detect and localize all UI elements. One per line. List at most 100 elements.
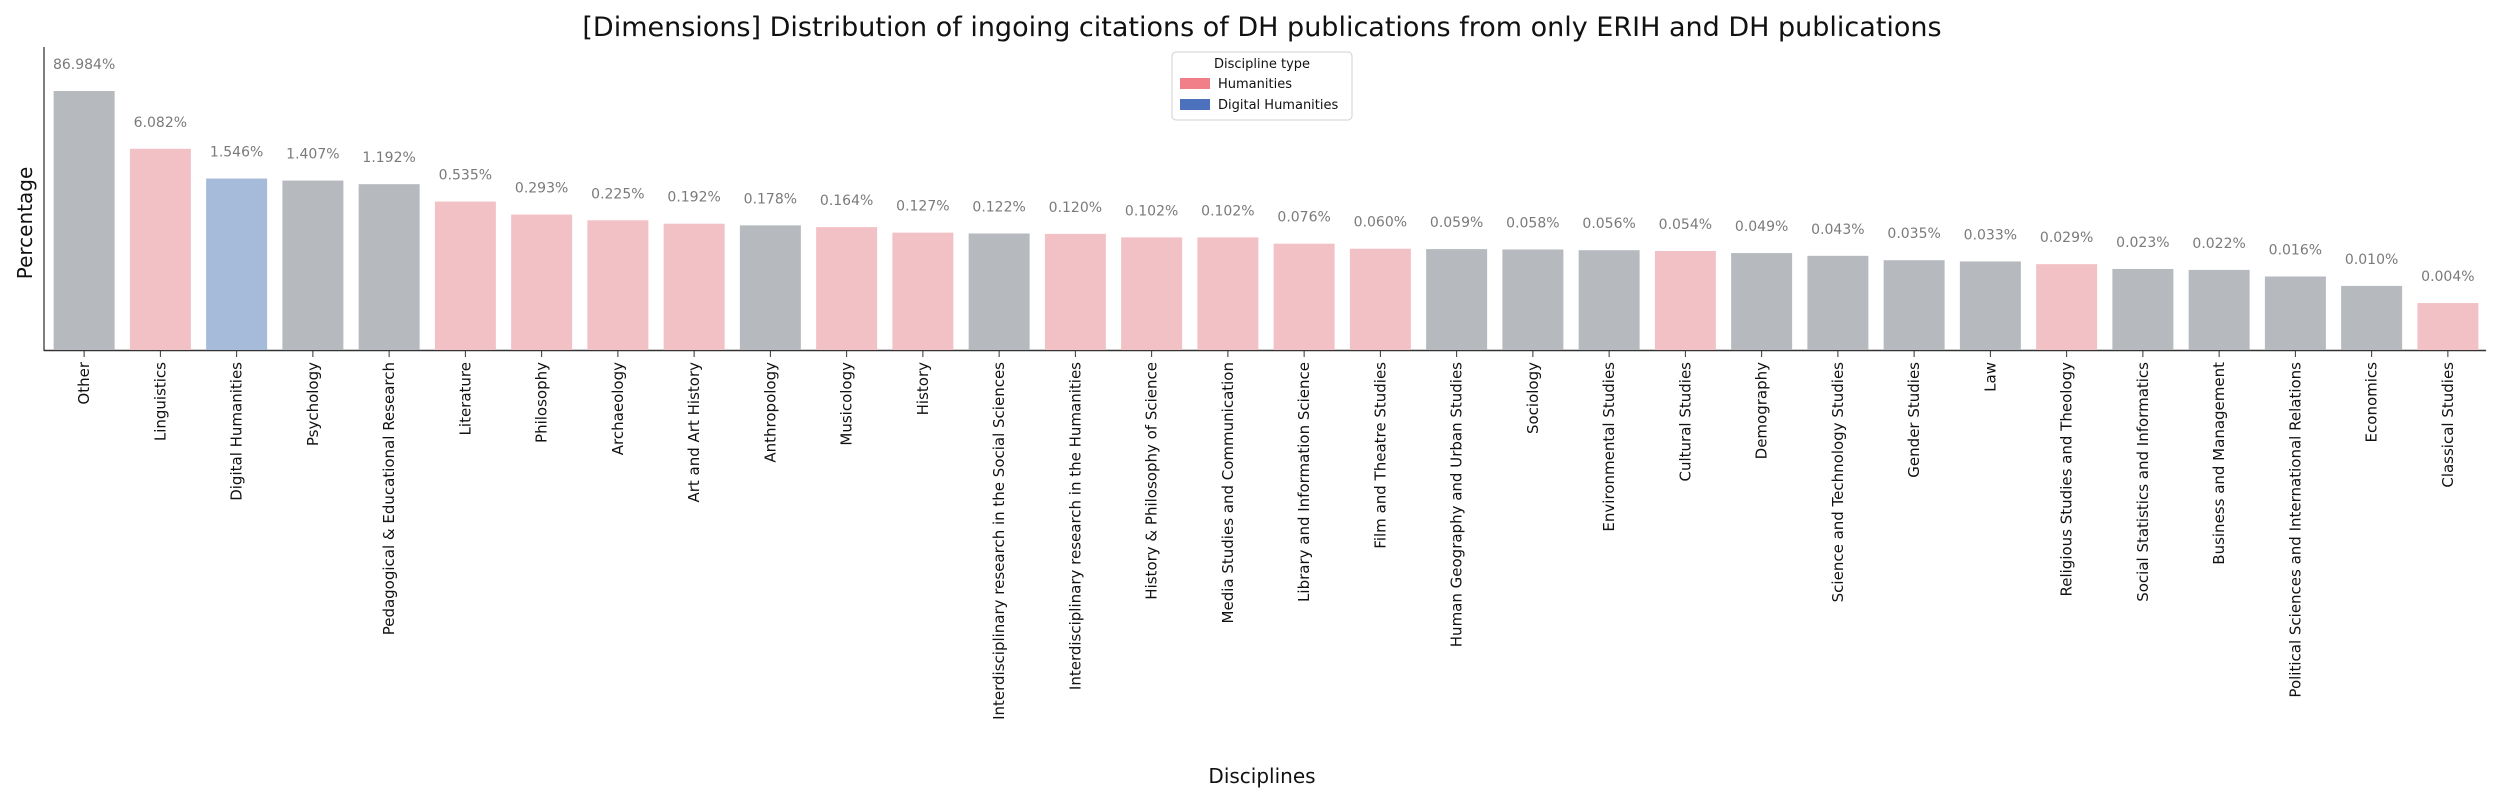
bars-layer (53, 91, 2479, 350)
bar-business-and-management (2188, 269, 2250, 350)
x-tick-label-philosophy: Philosophy (533, 362, 551, 443)
value-label-political-sciences-and-international-relations: 0.016% (2269, 242, 2322, 258)
x-tick-label-media-studies-and-communication: Media Studies and Communication (1219, 362, 1237, 623)
bar-history-and-philosophy-of-science (1121, 237, 1183, 350)
bar-environmental-studies (1578, 250, 1640, 350)
bar-human-geography-and-urban-studies (1426, 249, 1488, 350)
x-tick-label-human-geography-and-urban-studies: Human Geography and Urban Studies (1448, 362, 1466, 647)
x-tick-label-literature: Literature (456, 362, 474, 435)
bar-classical-studies (2417, 303, 2479, 350)
bar-social-statistics-and-informatics (2112, 268, 2174, 350)
value-label-social-statistics-and-informatics: 0.023% (2116, 235, 2169, 251)
legend: Discipline type Humanities Digital Human… (1171, 51, 1353, 121)
x-tick-label-interdisciplinary-research-in-the-social-sciences: Interdisciplinary research in the Social… (990, 362, 1008, 720)
x-tick-label-anthropology: Anthropology (761, 362, 779, 463)
value-label-interdisciplinary-research-in-the-humanities: 0.120% (1049, 200, 1102, 216)
bar-literature (434, 201, 496, 350)
bar-cultural-studies (1654, 250, 1716, 350)
x-tick-label-archaeology: Archaeology (609, 362, 627, 455)
value-label-economics: 0.010% (2345, 252, 2398, 268)
x-tick-label-religious-studies-and-theology: Religious Studies and Theology (2058, 362, 2076, 597)
x-tick-label-demography: Demography (1753, 362, 1771, 459)
value-label-cultural-studies: 0.054% (1659, 217, 1712, 233)
value-label-archaeology: 0.225% (591, 186, 644, 202)
x-tick-label-digital-humanities: Digital Humanities (228, 362, 246, 501)
legend-title: Discipline type (1214, 57, 1310, 72)
value-label-gender-studies: 0.035% (1887, 226, 1940, 242)
value-label-film-and-theatre-studies: 0.060% (1354, 215, 1407, 231)
value-label-environmental-studies: 0.056% (1582, 216, 1635, 232)
x-tick-label-social-statistics-and-informatics: Social Statistics and Informatics (2134, 362, 2152, 602)
bar-political-sciences-and-international-relations (2264, 276, 2326, 350)
legend-swatch-humanities (1180, 78, 1210, 89)
legend-label-humanities: Humanities (1218, 77, 1292, 92)
x-tick-label-classical-studies: Classical Studies (2439, 362, 2457, 488)
x-tick-label-history-and-philosophy-of-science: History & Philosophy of Science (1143, 362, 1161, 600)
bar-media-studies-and-communication (1197, 237, 1259, 350)
bar-art-and-art-history (663, 223, 725, 350)
x-tick-label-interdisciplinary-research-in-the-humanities: Interdisciplinary research in the Humani… (1066, 362, 1084, 690)
x-tick-label-library-and-information-science: Library and Information Science (1295, 362, 1313, 602)
x-tick-label-sociology: Sociology (1524, 362, 1542, 434)
bar-anthropology (739, 225, 801, 350)
value-label-library-and-information-science: 0.076% (1277, 210, 1330, 226)
legend-swatch-digital-humanities (1180, 99, 1210, 110)
value-label-pedagogical-and-educational-research: 1.192% (362, 150, 415, 166)
y-axis-label: Percentage (13, 167, 37, 280)
bar-interdisciplinary-research-in-the-humanities (1044, 233, 1106, 350)
bar-philosophy (511, 214, 573, 350)
value-label-interdisciplinary-research-in-the-social-sciences: 0.122% (972, 200, 1025, 216)
x-tick-label-economics: Economics (2363, 362, 2381, 443)
bar-economics (2341, 285, 2403, 350)
value-label-history: 0.127% (896, 199, 949, 215)
bar-film-and-theatre-studies (1349, 248, 1411, 350)
x-axis-label: Disciplines (1208, 764, 1315, 788)
x-tick-label-cultural-studies: Cultural Studies (1676, 362, 1694, 482)
value-label-science-and-technology-studies: 0.043% (1811, 222, 1864, 238)
value-label-history-and-philosophy-of-science: 0.102% (1125, 203, 1178, 219)
value-label-anthropology: 0.178% (744, 191, 797, 207)
value-label-media-studies-and-communication: 0.102% (1201, 203, 1254, 219)
x-tick-label-psychology: Psychology (304, 362, 322, 446)
bar-interdisciplinary-research-in-the-social-sciences (968, 233, 1030, 350)
value-labels-layer: 86.984% 6.082% 1.546% 1.407% 1.192% 0.535% 0.2… (53, 57, 2475, 285)
bar-gender-studies (1883, 260, 1945, 350)
bar-history (892, 232, 954, 350)
bar-science-and-technology-studies (1807, 255, 1869, 350)
x-tick-label-gender-studies: Gender Studies (1905, 362, 1923, 478)
bar-library-and-information-science (1273, 243, 1335, 350)
x-tick-label-environmental-studies: Environmental Studies (1600, 362, 1618, 532)
bar-law (1959, 261, 2021, 350)
value-label-other: 86.984% (53, 57, 115, 73)
x-tick-label-business-and-management: Business and Management (2210, 362, 2228, 565)
bar-pedagogical-and-educational-research (358, 184, 420, 350)
value-label-musicology: 0.164% (820, 193, 873, 209)
value-label-law: 0.033% (1964, 227, 2017, 243)
value-label-linguistics: 6.082% (134, 115, 187, 131)
x-tick-label-art-and-art-history: Art and Art History (685, 362, 703, 503)
value-label-sociology: 0.058% (1506, 215, 1559, 231)
x-tick-label-science-and-technology-studies: Science and Technology Studies (1829, 362, 1847, 603)
bar-linguistics (129, 148, 191, 350)
value-label-religious-studies-and-theology: 0.029% (2040, 230, 2093, 246)
value-label-digital-humanities: 1.546% (210, 145, 263, 161)
legend-frame (1171, 51, 1353, 121)
bar-archaeology (587, 220, 649, 350)
bar-psychology (282, 180, 344, 350)
bar-sociology (1502, 249, 1564, 350)
x-ticks-layer: Other Linguistics Digital Humanities Psycho… (75, 351, 2457, 720)
legend-label-digital-humanities: Digital Humanities (1218, 98, 1338, 113)
value-label-business-and-management: 0.022% (2192, 236, 2245, 252)
bar-digital-humanities (206, 178, 268, 350)
x-tick-label-pedagogical-and-educational-research: Pedagogical & Educational Research (380, 362, 398, 635)
value-label-art-and-art-history: 0.192% (667, 190, 720, 206)
bar-musicology (816, 227, 878, 350)
bar-other (53, 91, 115, 350)
value-label-philosophy: 0.293% (515, 181, 568, 197)
x-tick-label-linguistics: Linguistics (151, 362, 169, 441)
value-label-classical-studies: 0.004% (2421, 269, 2474, 285)
x-tick-label-musicology: Musicology (838, 362, 856, 446)
bar-religious-studies-and-theology (2036, 264, 2098, 350)
